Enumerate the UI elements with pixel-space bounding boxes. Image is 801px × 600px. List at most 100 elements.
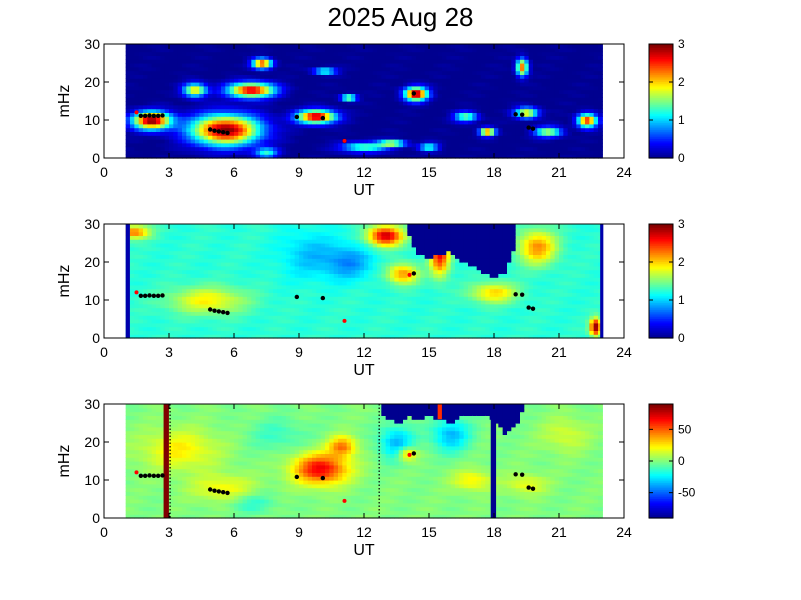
heatmap-cell	[498, 120, 504, 125]
heatmap-cell	[169, 108, 174, 113]
heatmap-cell	[225, 116, 231, 121]
heatmap-cell	[169, 89, 174, 94]
heatmap-cell	[234, 250, 239, 255]
heatmap-cell	[598, 101, 603, 106]
heatmap-cell	[598, 44, 603, 49]
heatmap-cell	[169, 51, 174, 56]
heatmap-cell	[307, 235, 313, 240]
heatmap-cell	[294, 47, 300, 53]
heatmap-cell	[290, 70, 296, 75]
heatmap-cell	[281, 322, 287, 328]
heatmap-cell	[494, 89, 499, 94]
heatmap-cell	[221, 284, 226, 290]
heatmap-cell	[151, 127, 157, 132]
heatmap-cell	[130, 254, 135, 259]
heatmap-cell	[446, 123, 452, 129]
heatmap-cell	[234, 296, 239, 301]
heatmap-cell	[459, 108, 465, 113]
heatmap-cell	[156, 258, 161, 263]
heatmap-cell	[303, 296, 309, 301]
heatmap-cell	[238, 51, 244, 56]
heatmap-cell	[147, 258, 153, 263]
heatmap-cell	[229, 235, 235, 240]
heatmap-cell	[203, 150, 209, 155]
heatmap-cell	[303, 108, 309, 113]
heatmap-cell	[190, 82, 196, 87]
heatmap-cell	[372, 154, 378, 159]
heatmap-cell	[333, 303, 339, 309]
heatmap-cell	[342, 123, 348, 129]
heatmap-cell	[164, 277, 170, 282]
heatmap-cell	[221, 330, 226, 335]
heatmap-cell	[195, 277, 200, 282]
heatmap-cell	[407, 108, 413, 113]
heatmap-cell	[420, 51, 426, 56]
heatmap-cell	[294, 254, 300, 259]
colorbar-segment	[649, 44, 673, 47]
heatmap-cell	[125, 150, 131, 155]
heatmap-cell	[403, 93, 408, 98]
heatmap-cell	[312, 93, 317, 98]
heatmap-cell	[299, 74, 304, 79]
colorbar-segment	[649, 86, 673, 90]
heatmap-cell	[277, 235, 283, 240]
heatmap-cell	[143, 243, 148, 248]
heatmap-cell	[420, 154, 426, 159]
heatmap-cell	[429, 93, 434, 98]
heatmap-cell	[208, 59, 213, 64]
heatmap-cell	[242, 51, 248, 56]
heatmap-cell	[372, 93, 378, 98]
heatmap-cell	[320, 66, 326, 72]
heatmap-cell	[455, 44, 460, 49]
heatmap-cell	[195, 78, 200, 83]
heatmap-cell	[572, 70, 577, 75]
heatmap-cell	[550, 59, 556, 64]
heatmap-cell	[190, 74, 196, 79]
x-tick-label: 24	[616, 164, 632, 180]
heatmap-cell	[303, 142, 309, 148]
heatmap-cell	[420, 146, 426, 151]
heatmap-cell	[416, 139, 421, 144]
heatmap-cell	[294, 246, 300, 252]
heatmap-cell	[164, 243, 170, 248]
heatmap-cell	[229, 63, 235, 68]
heatmap-cell	[489, 74, 495, 79]
heatmap-cell	[424, 104, 430, 110]
heatmap-cell	[455, 142, 460, 148]
heatmap-cell	[585, 82, 590, 87]
heatmap-cell	[377, 127, 382, 132]
heatmap-cell	[420, 89, 426, 94]
heatmap-cell	[190, 101, 196, 106]
heatmap-cell	[238, 273, 244, 278]
heatmap-cell	[147, 97, 153, 102]
heatmap-cell	[173, 277, 179, 282]
heatmap-cell	[290, 300, 296, 305]
colorbar-segment	[649, 99, 673, 102]
heatmap-cell	[325, 89, 330, 94]
heatmap-cell	[411, 55, 417, 60]
heatmap-cell	[221, 108, 226, 113]
heatmap-cell	[342, 315, 348, 320]
heatmap-cell	[290, 326, 296, 331]
heatmap-cell	[290, 273, 296, 278]
heatmap-cell	[498, 146, 504, 151]
heatmap-cell	[130, 120, 135, 125]
heatmap-cell	[138, 104, 144, 110]
heatmap-cell	[333, 250, 339, 255]
heatmap-cell	[463, 127, 469, 132]
heatmap-cell	[463, 142, 469, 148]
heatmap-cell	[134, 330, 140, 335]
heatmap-cell	[182, 89, 187, 94]
heatmap-cell	[242, 224, 248, 229]
heatmap-cell	[338, 235, 343, 240]
x-tick-label: 15	[421, 164, 437, 180]
heatmap-cell	[195, 66, 200, 72]
heatmap-cell	[125, 51, 131, 56]
heatmap-cell	[364, 93, 369, 98]
heatmap-cell	[225, 269, 231, 274]
heatmap-cell	[216, 142, 222, 148]
heatmap-cell	[481, 82, 486, 87]
heatmap-cell	[190, 227, 196, 233]
heatmap-cell	[416, 123, 421, 129]
heatmap-cell	[442, 139, 447, 144]
